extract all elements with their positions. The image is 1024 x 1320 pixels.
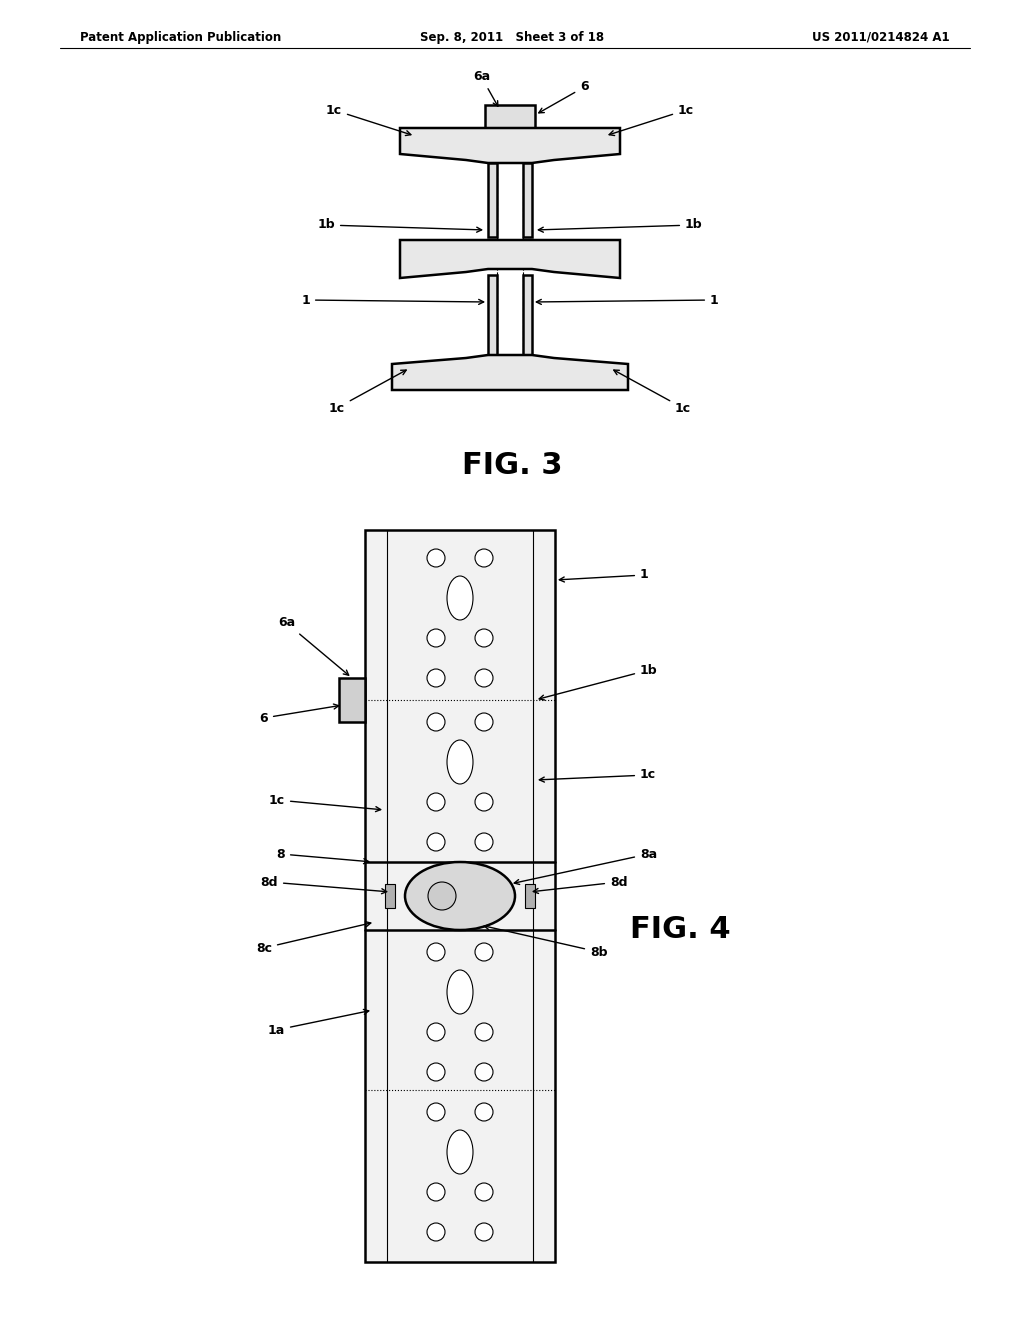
Text: 8a: 8a xyxy=(514,847,657,884)
Circle shape xyxy=(475,1183,493,1201)
Text: 1c: 1c xyxy=(613,370,691,414)
Text: 1b: 1b xyxy=(317,219,481,232)
Polygon shape xyxy=(523,275,532,355)
Circle shape xyxy=(475,1063,493,1081)
Bar xyxy=(385,884,395,908)
Text: 8d: 8d xyxy=(534,875,628,894)
Text: Sep. 8, 2011   Sheet 3 of 18: Sep. 8, 2011 Sheet 3 of 18 xyxy=(420,30,604,44)
Circle shape xyxy=(475,942,493,961)
Bar xyxy=(339,678,365,722)
Polygon shape xyxy=(400,240,620,279)
Ellipse shape xyxy=(447,970,473,1014)
Circle shape xyxy=(427,1224,445,1241)
Circle shape xyxy=(427,669,445,686)
Ellipse shape xyxy=(447,576,473,620)
Bar xyxy=(525,884,535,908)
Circle shape xyxy=(475,1224,493,1241)
Text: 1: 1 xyxy=(301,293,483,306)
Circle shape xyxy=(475,793,493,810)
Circle shape xyxy=(427,793,445,810)
Circle shape xyxy=(475,713,493,731)
Text: 6: 6 xyxy=(259,704,339,725)
Polygon shape xyxy=(523,162,532,238)
Text: 1c: 1c xyxy=(609,103,694,136)
Text: 6: 6 xyxy=(539,81,589,114)
Circle shape xyxy=(427,1063,445,1081)
Text: 8b: 8b xyxy=(484,924,607,958)
Text: US 2011/0214824 A1: US 2011/0214824 A1 xyxy=(812,30,950,44)
Circle shape xyxy=(475,630,493,647)
Polygon shape xyxy=(488,162,497,238)
Ellipse shape xyxy=(447,1130,473,1173)
Text: 1c: 1c xyxy=(329,370,407,414)
Text: 1a: 1a xyxy=(267,1010,369,1036)
Circle shape xyxy=(427,1104,445,1121)
Circle shape xyxy=(427,549,445,568)
Text: 6a: 6a xyxy=(278,616,349,676)
Polygon shape xyxy=(485,106,535,128)
Circle shape xyxy=(475,1023,493,1041)
Text: 8: 8 xyxy=(276,847,369,863)
Circle shape xyxy=(475,549,493,568)
Circle shape xyxy=(427,833,445,851)
Text: 1b: 1b xyxy=(540,664,657,700)
Circle shape xyxy=(427,630,445,647)
Circle shape xyxy=(475,833,493,851)
Text: 1c: 1c xyxy=(269,793,381,812)
Text: 8d: 8d xyxy=(260,875,387,894)
Circle shape xyxy=(427,1183,445,1201)
Text: 1: 1 xyxy=(537,293,719,306)
Circle shape xyxy=(427,1023,445,1041)
Polygon shape xyxy=(392,355,628,389)
Polygon shape xyxy=(488,275,497,355)
Circle shape xyxy=(475,1104,493,1121)
Ellipse shape xyxy=(406,862,515,931)
Text: 1c: 1c xyxy=(540,768,656,781)
Text: 1: 1 xyxy=(559,569,649,582)
Text: 6a: 6a xyxy=(473,70,498,106)
Circle shape xyxy=(427,713,445,731)
Text: 1c: 1c xyxy=(326,103,411,136)
Ellipse shape xyxy=(447,741,473,784)
Polygon shape xyxy=(400,128,620,162)
Circle shape xyxy=(428,882,456,909)
Text: 8c: 8c xyxy=(256,921,371,954)
Circle shape xyxy=(475,669,493,686)
Polygon shape xyxy=(365,531,555,1262)
Text: Patent Application Publication: Patent Application Publication xyxy=(80,30,282,44)
Text: 1b: 1b xyxy=(539,219,702,232)
Text: FIG. 4: FIG. 4 xyxy=(630,916,730,945)
Circle shape xyxy=(427,942,445,961)
Text: FIG. 3: FIG. 3 xyxy=(462,450,562,479)
